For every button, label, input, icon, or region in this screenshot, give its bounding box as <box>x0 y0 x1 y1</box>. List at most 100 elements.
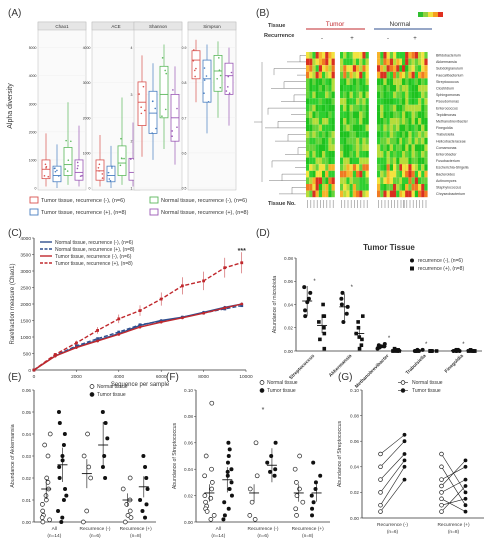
b-cell <box>424 71 428 79</box>
b-cell <box>306 71 310 79</box>
a-box <box>224 62 234 95</box>
a-box <box>159 65 169 119</box>
b-cell <box>362 58 366 66</box>
b-cell <box>312 177 316 184</box>
b-cell <box>386 151 390 158</box>
b-cell <box>322 65 326 72</box>
b-cell <box>325 131 329 138</box>
b-cell <box>328 190 332 198</box>
b-cell <box>315 65 319 72</box>
F-point <box>300 499 306 505</box>
b-cell <box>386 144 390 151</box>
b-cell <box>325 170 329 178</box>
b-cell <box>365 137 369 145</box>
F-point <box>225 460 230 465</box>
b-cell <box>386 124 390 132</box>
E-point <box>81 453 87 459</box>
a-point <box>129 158 132 160</box>
b-cell <box>393 151 397 158</box>
a-point <box>111 167 113 169</box>
E-point <box>44 475 50 481</box>
b-tissue-label: Tissue <box>268 23 285 29</box>
b-cell <box>359 52 363 59</box>
b-cell <box>365 184 369 191</box>
b-cell <box>411 78 415 85</box>
g-y-tick-label: 0.02 <box>350 490 359 495</box>
F-point <box>203 499 208 505</box>
b-cell <box>424 137 428 145</box>
b-cell <box>343 85 347 92</box>
b-cell <box>312 124 316 132</box>
b-cell <box>315 58 319 66</box>
b-cell <box>389 78 393 85</box>
f-legend-key <box>259 388 265 393</box>
a-box <box>52 165 62 183</box>
b-cell <box>405 137 409 145</box>
b-cell <box>386 52 390 59</box>
b-cell <box>356 71 360 79</box>
b-cell <box>318 184 322 191</box>
b-cell <box>349 137 353 145</box>
b-cell <box>312 190 316 198</box>
b-cell <box>408 104 412 112</box>
a-point <box>101 177 104 179</box>
b-cell <box>380 104 384 112</box>
b-cell <box>312 118 316 125</box>
a-facet-title: Chao1 <box>55 24 69 29</box>
b-cell <box>396 177 400 184</box>
b-cell <box>306 124 310 132</box>
b-cell <box>359 65 363 72</box>
b-cell <box>349 78 353 85</box>
F-point <box>222 513 227 518</box>
e-legend-key <box>89 384 95 389</box>
b-normal-label: Normal <box>390 21 412 28</box>
b-cell <box>389 111 393 118</box>
D-y-label: Abundance of microbiota <box>272 276 278 334</box>
b-cell <box>365 98 369 105</box>
F-point <box>226 440 231 445</box>
F-category-label: Recurrence (-) <box>248 526 279 532</box>
c-point <box>240 304 244 308</box>
a-tick-label: 0 <box>89 187 91 191</box>
b-cell <box>396 144 400 151</box>
b-cell <box>393 164 397 171</box>
b-cell <box>386 111 390 118</box>
b-cell <box>380 118 384 125</box>
b-cell <box>377 104 381 112</box>
c-y-tick-label: 4000 <box>20 236 31 242</box>
b-cell <box>405 131 409 138</box>
b-cell <box>408 85 412 92</box>
b-cell <box>328 177 332 184</box>
c-point <box>202 311 206 315</box>
D-y-tick-label: 0.06 <box>284 279 293 284</box>
b-cell <box>414 144 418 151</box>
a-point <box>161 57 164 59</box>
b-cell <box>424 52 428 59</box>
b-cell <box>365 131 369 138</box>
a-tick-label: 2000 <box>29 130 37 134</box>
c-point <box>159 320 163 324</box>
E-point <box>120 486 126 492</box>
b-cell <box>356 170 360 178</box>
a-legend-label: Tumor tissue, recurrence (-), (n=6) <box>41 198 125 204</box>
E-category-label: (n=8) <box>130 533 142 539</box>
b-cell <box>380 71 384 79</box>
b-cell <box>306 104 310 112</box>
a-tick-label: 0.5 <box>182 187 187 191</box>
a-point <box>193 69 196 72</box>
D-point <box>308 290 313 295</box>
b-cell <box>318 157 322 165</box>
b-cell <box>306 157 310 165</box>
a-legend-label: Tumor tissue, recurrence (+), (n=8) <box>41 210 127 216</box>
a-point <box>192 59 195 62</box>
b-cell <box>380 164 384 171</box>
b-cell <box>352 78 356 85</box>
F-point <box>292 466 298 472</box>
b-cell <box>352 111 356 118</box>
b-cell <box>312 85 316 92</box>
D-y-tick-label: 0.08 <box>284 256 293 261</box>
b-cell <box>346 131 350 138</box>
D-point <box>322 314 327 318</box>
b-cell <box>405 124 409 132</box>
b-cell <box>356 98 360 105</box>
